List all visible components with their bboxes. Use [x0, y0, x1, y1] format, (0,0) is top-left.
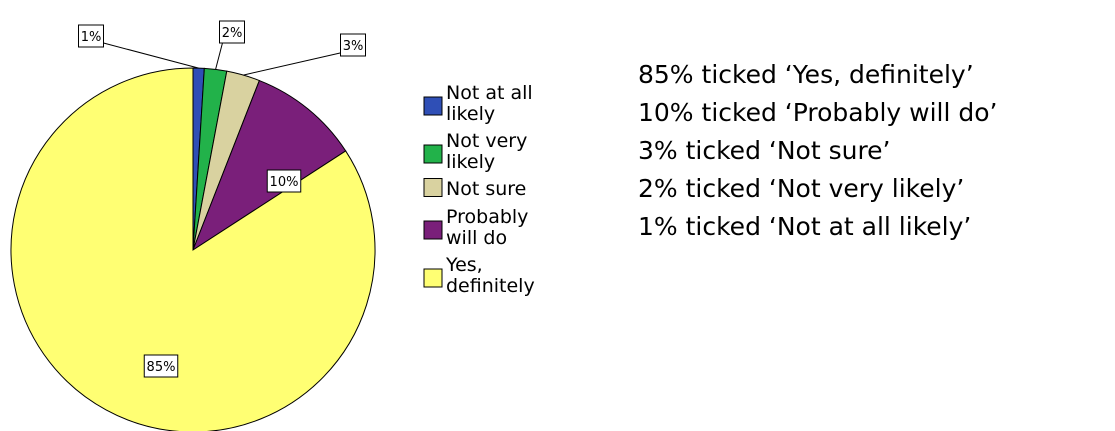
legend-swatch-not-at-all-likely — [423, 96, 443, 116]
leader-line — [243, 51, 345, 76]
pie-slices — [10, 67, 376, 431]
summary-line: 2% ticked ‘Not very likely’ — [638, 174, 965, 203]
summary-line: 3% ticked ‘Not sure’ — [638, 136, 891, 165]
data-label-box — [143, 354, 179, 378]
leader-line — [103, 42, 199, 69]
pie-slice-yes-definitely — [10, 67, 376, 431]
legend-swatch-yes-definitely — [423, 268, 443, 288]
data-labels: 1% 2% 3% 10% 85% — [78, 20, 366, 378]
data-label: 1% — [81, 30, 102, 45]
legend-swatch-not-sure — [423, 178, 443, 197]
summary-line: 10% ticked ‘Probably will do’ — [638, 98, 998, 127]
legend-label: Probably — [446, 206, 528, 228]
summary-line: 1% ticked ‘Not at all likely’ — [638, 212, 972, 241]
legend-label: definitely — [446, 275, 535, 297]
data-label-box — [266, 169, 302, 193]
data-label: 3% — [343, 39, 364, 54]
pie-slice-probably-will-do — [191, 79, 347, 252]
legend-swatch-probably-will-do — [423, 220, 443, 240]
legend-label: Not sure — [446, 178, 526, 200]
label-leader-lines — [103, 38, 345, 76]
legend-swatch-not-very-likely — [423, 144, 443, 164]
data-label-box — [219, 20, 245, 44]
data-label-box — [340, 33, 366, 57]
legend-label: likely — [446, 103, 495, 125]
legend-label: Not very — [446, 130, 527, 152]
legend-label: Not at all — [446, 82, 533, 104]
summary-line: 85% ticked ‘Yes, definitely’ — [638, 60, 974, 89]
data-label-box — [78, 24, 104, 48]
data-label: 2% — [222, 26, 243, 41]
data-label: 85% — [147, 360, 176, 375]
legend-label: will do — [446, 227, 507, 249]
leader-line — [215, 38, 224, 70]
data-label: 10% — [270, 175, 299, 190]
legend-label: Yes, — [445, 254, 483, 276]
summary-list: 85% ticked ‘Yes, definitely’ 10% ticked … — [638, 56, 998, 246]
legend-label: likely — [446, 151, 495, 173]
